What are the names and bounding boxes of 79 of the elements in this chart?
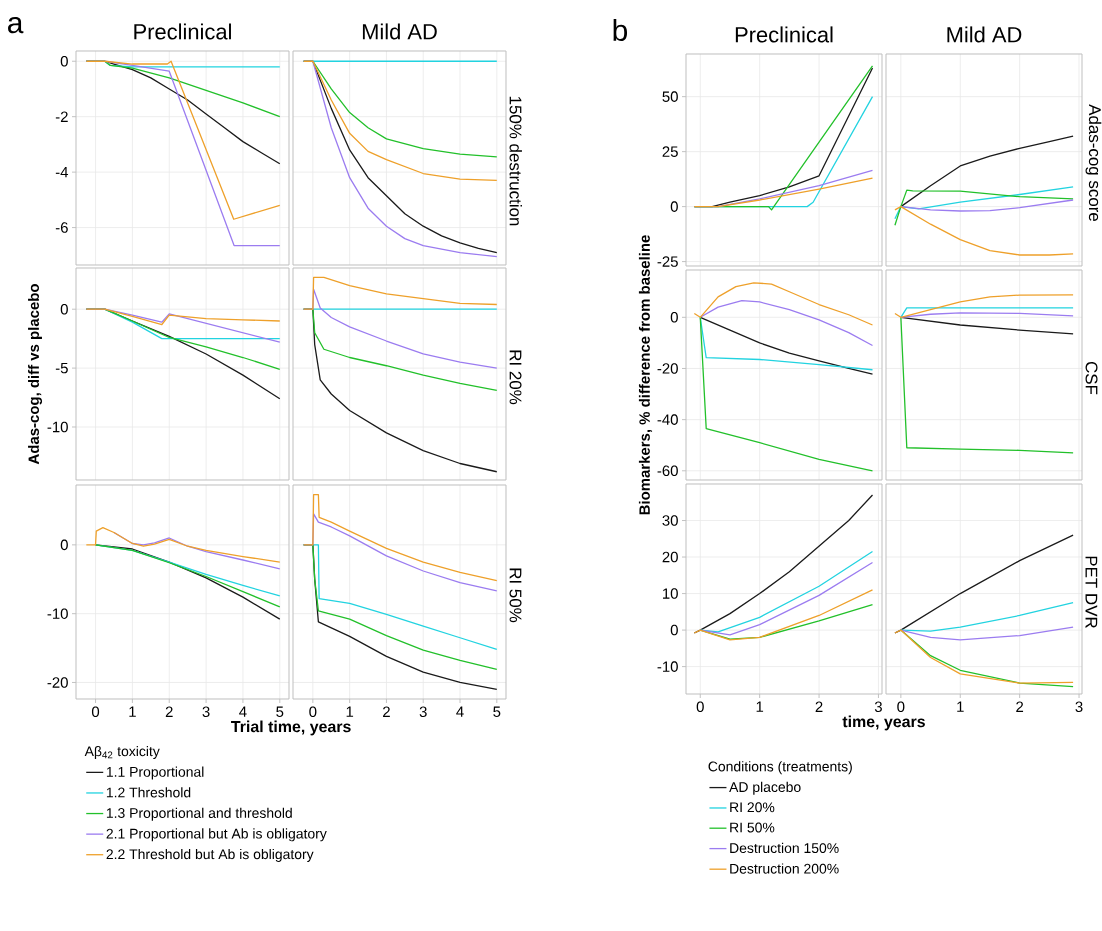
y-tick-label: 0 — [670, 312, 678, 323]
y2-axis-title: CSF — [1085, 361, 1098, 395]
legend-label: RI 50% — [730, 822, 775, 833]
legend-label: 1.3 Proportional and threshold — [106, 807, 292, 821]
y-tick-label: -10 — [47, 608, 68, 619]
x-tick-label: 1 — [957, 701, 964, 712]
x-tick-label: 5 — [493, 706, 501, 717]
y-tick-label: -20 — [47, 677, 68, 688]
x-tick-label: 3 — [1075, 701, 1083, 713]
x-tick-label: 4 — [239, 706, 247, 717]
x-tick-label: 2 — [383, 706, 390, 717]
x-tick-label: 3 — [419, 706, 427, 718]
y-tick-label: -60 — [657, 465, 678, 477]
legend-label: Destruction 150% — [730, 842, 839, 854]
line-series — [693, 177, 874, 208]
line-series — [85, 527, 281, 563]
y-tick-label: 0 — [670, 624, 678, 636]
y-tick-label: -4 — [55, 166, 69, 178]
x-tick-label: 0 — [897, 701, 905, 713]
legend-label: Destruction 200% — [730, 863, 839, 874]
legend-title: Aβ$_{42}$ toxicity — [84, 745, 160, 759]
y2-axis-title: Adas-cog score — [1085, 104, 1102, 222]
x-tick-label: 1 — [129, 706, 136, 717]
x-tick-label: 0 — [91, 706, 100, 718]
legend-title: Conditions (treatments) — [708, 761, 852, 775]
legend-label: 2.1 Proportional but Ab is obligatory — [106, 828, 327, 842]
y-tick-label: -6 — [55, 222, 68, 233]
y-tick-label: 0 — [60, 303, 68, 315]
y-tick-label: 30 — [662, 515, 678, 526]
y-axis-title: Biomarkers, % difference from baseline — [638, 235, 653, 515]
chart-title: Mild AD — [947, 26, 1022, 43]
line-series — [693, 282, 874, 326]
x-tick-label: 0 — [309, 706, 317, 718]
y-tick-label: 0 — [60, 539, 68, 551]
y2-axis-title: RI 20% — [509, 350, 522, 405]
y-tick-label: -40 — [657, 414, 678, 425]
y-tick-label: -20 — [657, 363, 678, 374]
x-tick-label: 4 — [456, 706, 464, 717]
y-tick-label: 20 — [662, 551, 678, 563]
x-tick-label: 0 — [696, 701, 704, 713]
legend-label: 1.2 Threshold — [106, 787, 191, 798]
x-tick-label: 2 — [165, 706, 173, 717]
line-series — [94, 544, 281, 608]
legend-label: 1.1 Proportional — [106, 766, 204, 780]
y-axis-title: Adas-cog, diff vs placebo — [28, 284, 43, 465]
legend-label: AD placebo — [729, 781, 801, 795]
line-series — [699, 316, 874, 472]
line-series — [693, 589, 874, 641]
x-axis-title: time, years — [842, 715, 925, 731]
line-series — [85, 308, 281, 326]
y2-axis-title: PET DVR — [1085, 556, 1098, 628]
x-tick-label: 1 — [346, 706, 354, 717]
text: b — [613, 19, 628, 42]
y-tick-label: -25 — [657, 256, 678, 267]
x-tick-label: 5 — [276, 706, 284, 717]
line-series — [699, 300, 874, 347]
x-axis-title: Trial time, years — [231, 720, 351, 736]
y2-axis-title: 150% destruction — [509, 96, 522, 226]
y-tick-label: 0 — [670, 201, 678, 212]
chart-title: Preclinical — [735, 26, 833, 43]
y-tick-label: 50 — [662, 91, 678, 102]
x-tick-label: 1 — [756, 701, 764, 712]
x-tick-label: 3 — [874, 701, 882, 713]
chart-title: Mild AD — [362, 23, 437, 40]
x-tick-label: 3 — [202, 706, 210, 718]
y-tick-label: 0 — [60, 55, 68, 67]
text: a — [8, 16, 24, 34]
y-tick-label: 10 — [663, 588, 678, 599]
y-tick-label: -10 — [47, 421, 68, 433]
x-tick-label: 2 — [815, 701, 823, 712]
y-tick-label: -10 — [657, 661, 678, 672]
legend-label: 2.2 Threshold but Ab is obligatory — [106, 848, 314, 862]
y-tick-label: -2 — [55, 111, 68, 122]
chart-title: Preclinical — [134, 23, 231, 40]
y2-axis-title: RI 50% — [509, 568, 522, 623]
x-tick-label: 2 — [1016, 701, 1024, 712]
legend-label: RI 20% — [730, 802, 775, 813]
y-tick-label: -5 — [55, 362, 68, 374]
y-tick-label: 25 — [662, 146, 678, 157]
